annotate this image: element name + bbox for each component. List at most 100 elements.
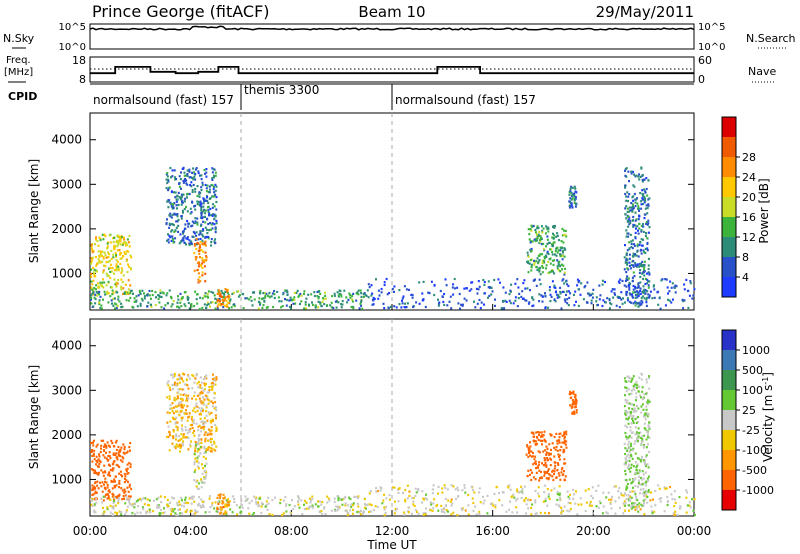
power-echo-cell xyxy=(233,303,236,306)
power-echo-cell xyxy=(91,256,94,259)
power-echo-cell xyxy=(639,241,642,244)
velocity-echo-cell xyxy=(569,396,572,399)
velocity-echo-cell xyxy=(182,433,185,436)
power-echo-cell xyxy=(115,269,118,272)
velocity-echo-cell xyxy=(297,503,300,506)
velocity-echo-cell xyxy=(664,487,667,490)
power-echo-cell xyxy=(632,195,635,198)
power-echo-cell xyxy=(520,295,523,298)
velocity-echo-cell xyxy=(207,402,210,405)
velocity-echo-cell xyxy=(110,439,113,442)
velocity-echo-cell xyxy=(159,508,162,512)
power-echo-cell xyxy=(168,214,171,217)
velocity-echo-cell xyxy=(573,410,576,413)
velocity-echo-cell xyxy=(193,429,196,432)
noise-panel: N.Sky 10^5 10^0 10^5 10^0 N.Search xyxy=(3,22,796,53)
velocity-echo-cell xyxy=(634,452,637,455)
velocity-echo-cell xyxy=(124,513,127,516)
velocity-echo-cell xyxy=(444,486,447,489)
velocity-echo-cell xyxy=(173,381,176,384)
power-echo-cell xyxy=(132,292,134,295)
power-echo-cell xyxy=(644,190,647,193)
power-echo-cell xyxy=(583,286,586,289)
velocity-echo-cell xyxy=(610,507,613,510)
velocity-echo-cell xyxy=(344,509,347,512)
power-echo-cell xyxy=(639,287,642,290)
velocity-echo-cell xyxy=(575,409,578,412)
velocity-echo-cell xyxy=(179,410,182,413)
velocity-echo-cell xyxy=(220,511,223,514)
power-echo-cell xyxy=(305,307,307,310)
velocity-echo-cell xyxy=(341,503,344,506)
power-echo-cell xyxy=(438,301,441,304)
power-echo-cell xyxy=(204,292,207,295)
velocity-echo-cell xyxy=(140,499,143,502)
power-echo-cell xyxy=(125,242,128,245)
power-echo-cell xyxy=(191,224,194,227)
velocity-echo-cell xyxy=(379,489,382,492)
velocity-echo-cell xyxy=(203,388,206,391)
power-echo-cell xyxy=(202,228,205,231)
power-echo-cell xyxy=(401,299,403,302)
velocity-echo-cell xyxy=(180,496,183,499)
velocity-echo-cell xyxy=(176,501,179,504)
velocity-echo-cell xyxy=(201,426,204,429)
power-echo-cell xyxy=(227,301,230,304)
power-echo-cell xyxy=(564,229,567,232)
power-y-tick-label: 4000 xyxy=(51,133,82,147)
velocity-echo-cell xyxy=(197,467,200,470)
velocity-echo-cell xyxy=(350,505,353,509)
power-echo-cell xyxy=(278,300,281,303)
power-echo-cell xyxy=(92,288,95,292)
power-echo-cell xyxy=(391,287,394,291)
power-echo-cell xyxy=(151,289,154,293)
velocity-echo-cell xyxy=(542,464,545,467)
velocity-echo-cell xyxy=(631,377,634,380)
power-echo-cell xyxy=(189,207,192,210)
power-echo-cell xyxy=(636,302,639,305)
power-echo-cell xyxy=(514,282,517,285)
velocity-echo-cell xyxy=(495,486,498,489)
velocity-echo-cell xyxy=(186,384,189,387)
power-echo-cell xyxy=(562,251,564,254)
velocity-echo-cell xyxy=(205,406,208,409)
velocity-echo-cell xyxy=(642,415,645,418)
power-echo-cell xyxy=(170,297,173,300)
power-echo-cell xyxy=(90,257,93,260)
velocity-echo-cell xyxy=(157,504,160,507)
velocity-echo-cell xyxy=(407,506,410,509)
velocity-echo-cell xyxy=(634,508,637,511)
power-echo-cell xyxy=(634,290,637,293)
velocity-echo-cell xyxy=(551,475,554,478)
power-echo-cell xyxy=(141,289,144,292)
power-echo-cell xyxy=(222,303,225,306)
power-echo-cell xyxy=(644,197,646,200)
power-echo-cell xyxy=(660,279,663,282)
power-echo-cell xyxy=(125,259,128,263)
power-echo-cell xyxy=(169,236,172,239)
velocity-echo-cell xyxy=(628,463,631,466)
velocity-echo-cell xyxy=(686,504,689,507)
velocity-echo-cell xyxy=(639,431,642,434)
velocity-echo-cell xyxy=(430,503,433,506)
power-echo-cell xyxy=(92,271,95,274)
power-echo-cell xyxy=(176,301,179,304)
velocity-echo-cell xyxy=(115,452,118,455)
velocity-echo-cell xyxy=(640,503,643,506)
velocity-echo-cell xyxy=(226,501,229,504)
power-echo-cell xyxy=(170,190,173,193)
velocity-echo-cell xyxy=(202,408,205,411)
power-echo-cell xyxy=(632,265,635,268)
power-echo-cell xyxy=(106,242,109,245)
power-colorbar-label: Power [dB] xyxy=(757,178,771,243)
power-echo-cell xyxy=(643,188,646,191)
velocity-echo-cell xyxy=(529,499,532,502)
power-echo-cell xyxy=(647,286,650,289)
velocity-echo-cell xyxy=(186,399,189,402)
power-echo-cell xyxy=(205,258,208,262)
velocity-echo-cell xyxy=(426,498,429,501)
power-echo-cell xyxy=(170,305,173,308)
power-echo-cell xyxy=(173,202,176,205)
velocity-echo-cell xyxy=(124,490,127,493)
velocity-echo-cell xyxy=(200,430,203,433)
